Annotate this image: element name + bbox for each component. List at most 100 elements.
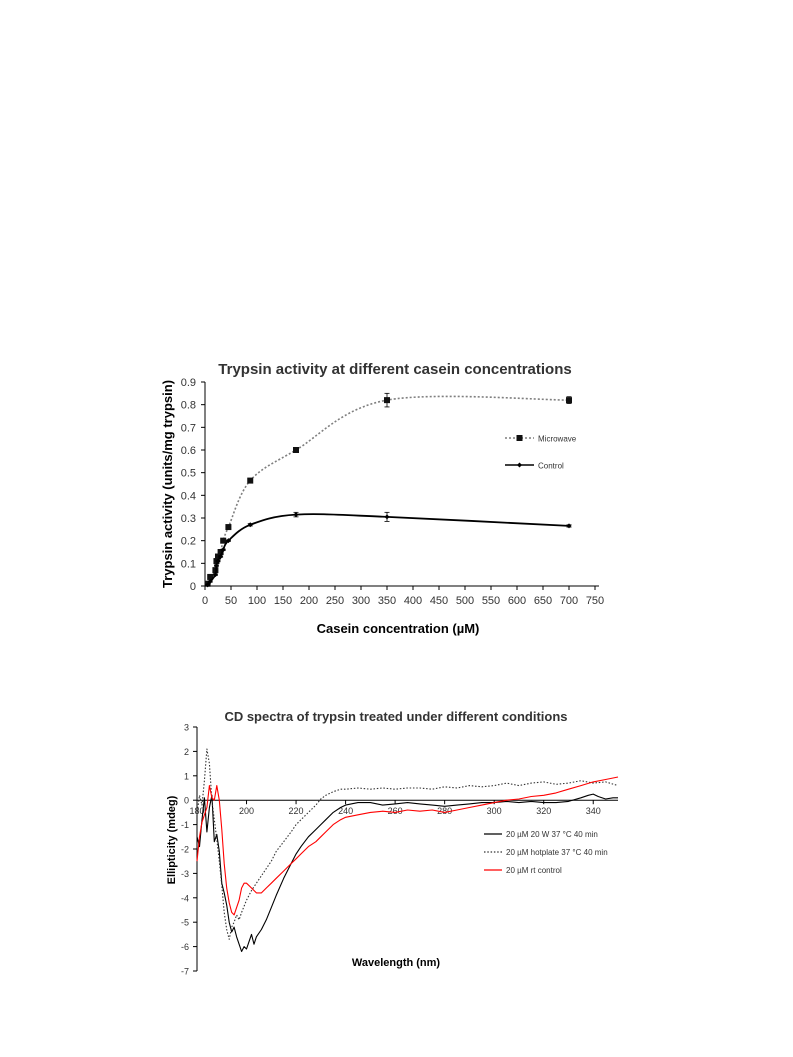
y-tick-label: 0.9	[181, 377, 196, 389]
data-point	[215, 553, 221, 560]
x-axis-title: Casein concentration (µM)	[317, 621, 480, 636]
x-tick-label: 250	[326, 595, 344, 607]
axes	[193, 726, 618, 972]
data-point	[247, 477, 254, 484]
y-tick-label: 0.7	[181, 422, 196, 434]
y-tick-label: 0.2	[181, 536, 196, 548]
series-control	[205, 511, 572, 588]
legend-label: 20 µM rt control	[506, 866, 562, 875]
x-tick-label: 220	[289, 806, 304, 816]
y-tick-label: -6	[181, 942, 189, 952]
y-tick-label: 0.8	[181, 400, 196, 412]
x-tick-label: 200	[239, 806, 254, 816]
x-tick-label: 280	[437, 806, 452, 816]
data-point	[566, 397, 572, 404]
data-point	[218, 554, 224, 560]
y-tick-label: -3	[181, 869, 189, 879]
chart-title: CD spectra of trypsin treated under diff…	[224, 709, 567, 724]
x-tick-label: 240	[338, 806, 353, 816]
data-point	[212, 572, 218, 578]
x-tick-label: 350	[378, 595, 396, 607]
data-point	[566, 523, 572, 529]
cd-series-1	[196, 748, 619, 940]
legend-marker	[516, 435, 523, 441]
legend-item-0: 20 µM 20 W 37 °C 40 min	[484, 830, 598, 839]
data-point	[207, 578, 213, 584]
y-tick-label: -7	[181, 967, 189, 977]
x-tick-label: 300	[487, 806, 502, 816]
y-tick-label: -1	[181, 820, 189, 830]
x-tick-label: 750	[586, 595, 604, 607]
data-point	[215, 558, 221, 564]
x-tick-label: 650	[534, 595, 552, 607]
legend-marker	[517, 462, 522, 468]
y-axis-title: Trypsin activity (units/mg trypsin)	[160, 380, 175, 588]
data-point	[293, 447, 299, 453]
series-group	[204, 392, 572, 588]
data-point	[247, 522, 253, 528]
x-tick-label: 260	[388, 806, 403, 816]
legend-label: Control	[538, 462, 564, 471]
x-tick-label: 320	[536, 806, 551, 816]
series-line	[206, 513, 570, 586]
tick-labels: 0 0.1 0.2 0.3 0.4 0.5 0.6 0.7 0.8 0.9 0 50 100 150 200…	[181, 377, 604, 607]
y-tick-label: 1	[184, 771, 189, 781]
series-line	[196, 793, 618, 953]
y-tick-label: -4	[181, 893, 189, 903]
x-tick-label: 50	[225, 595, 237, 607]
y-tick-label: 0	[190, 581, 196, 593]
y-tick-label: 0.4	[181, 490, 196, 502]
x-tick-label: 550	[482, 595, 500, 607]
y-tick-label: 0.3	[181, 513, 196, 525]
x-tick-label: 300	[352, 595, 370, 607]
cd-spectra-chart: CD spectra of trypsin treated under diff…	[166, 709, 619, 977]
x-tick-label: 100	[248, 595, 266, 607]
y-tick-label: -5	[181, 918, 189, 928]
cd-series-2	[196, 776, 619, 916]
legend-label: Microwave	[538, 435, 577, 444]
chart-title: Trypsin activity at different casein con…	[218, 361, 571, 378]
data-point	[220, 547, 226, 553]
data-point	[384, 397, 390, 404]
legend: 20 µM 20 W 37 °C 40 min 20 µM hotplate 37…	[484, 830, 608, 875]
series-group	[196, 748, 619, 953]
series-line	[196, 776, 619, 916]
y-tick-label: 0	[184, 796, 189, 806]
x-axis-title: Wavelength (nm)	[352, 957, 441, 969]
series-line	[206, 395, 570, 584]
x-tick-label: 0	[202, 595, 208, 607]
x-tick-label: 150	[274, 595, 292, 607]
data-point	[220, 537, 227, 544]
data-point	[205, 582, 211, 588]
series-line	[196, 748, 619, 940]
legend-label: 20 µM 20 W 37 °C 40 min	[506, 830, 598, 839]
legend-item-1: 20 µM hotplate 37 °C 40 min	[484, 848, 608, 857]
data-point	[384, 514, 390, 520]
data-point	[225, 524, 232, 531]
data-point	[293, 512, 299, 518]
y-tick-label: 0.1	[181, 558, 196, 570]
legend-item-2: 20 µM rt control	[484, 866, 562, 875]
y-tick-label: -2	[181, 845, 189, 855]
y-tick-label: 0.6	[181, 445, 196, 457]
data-point	[217, 549, 224, 555]
data-point	[225, 538, 231, 544]
legend-item-control: Control	[505, 462, 564, 471]
x-tick-label: 500	[456, 595, 474, 607]
x-tick-label: 200	[300, 595, 318, 607]
y-tick-label: 3	[184, 723, 189, 733]
axes	[201, 381, 599, 590]
y-axis-title: Ellipticity (mdeg)	[166, 795, 178, 884]
data-point	[207, 573, 214, 580]
x-tick-label: 600	[508, 595, 526, 607]
x-tick-label: 400	[404, 595, 422, 607]
x-tick-label: 340	[586, 806, 601, 816]
series-microwave	[204, 392, 572, 587]
cd-series-0	[196, 793, 618, 953]
y-tick-label: 0.5	[181, 468, 196, 480]
y-tick-label: 2	[184, 747, 189, 757]
legend-item-microwave: Microwave	[505, 435, 577, 444]
data-point	[213, 563, 219, 569]
x-tick-label: 700	[560, 595, 578, 607]
